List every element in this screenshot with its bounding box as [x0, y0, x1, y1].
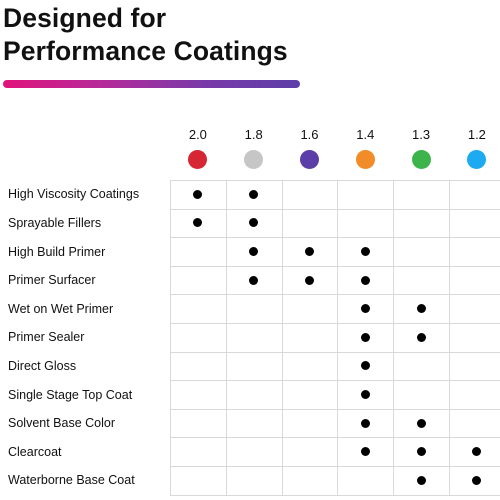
column-header-label: 1.2: [467, 127, 486, 142]
column-color-swatch: [300, 150, 319, 169]
compatibility-dot: [416, 304, 426, 314]
title-line-2: Performance Coatings: [3, 36, 288, 66]
row-label: Wet on Wet Primer: [8, 301, 114, 316]
compatibility-dot: [193, 218, 203, 228]
compatibility-dot: [416, 332, 426, 342]
compatibility-dot: [416, 475, 426, 485]
column-color-swatch: [244, 150, 264, 169]
compatibility-dot: [249, 275, 259, 285]
column-header-label: 1.6: [300, 127, 319, 142]
column-header-label: 1.3: [412, 127, 431, 142]
compatibility-dot: [249, 247, 259, 256]
row-label: Sprayable Fillers: [8, 215, 102, 230]
column-color-swatch: [188, 150, 208, 169]
column-color-swatch: [467, 150, 487, 169]
column-header-label: 1.4: [356, 127, 375, 142]
compatibility-dot: [360, 275, 370, 285]
compatibility-dot: [305, 247, 314, 256]
column-color-swatch: [411, 150, 431, 169]
row-label: Clearcoat: [8, 444, 62, 459]
row-label: Solvent Base Color: [8, 416, 116, 431]
title-line-1: Designed for: [3, 3, 167, 33]
compatibility-dot: [249, 218, 259, 228]
compatibility-dot: [416, 418, 426, 428]
compatibility-dot: [360, 332, 370, 342]
compatibility-dot: [360, 247, 370, 256]
column-header-label: 2.0: [188, 127, 207, 142]
row-label: Direct Gloss: [8, 358, 77, 373]
row-label: Single Stage Top Coat: [8, 387, 133, 402]
compatibility-dot: [416, 447, 426, 457]
row-label: High Viscosity Coatings: [8, 187, 140, 202]
compatibility-dot: [360, 418, 370, 428]
column-header-label: 1.8: [244, 127, 263, 142]
row-label: Waterborne Base Coat: [8, 473, 135, 488]
compatibility-dot: [360, 304, 370, 314]
row-label: Primer Sealer: [8, 330, 85, 345]
row-label: Primer Surfacer: [8, 273, 96, 288]
compatibility-dot: [472, 447, 482, 457]
page-title: Designed for Performance Coatings: [3, 2, 288, 68]
compatibility-dot: [305, 275, 314, 285]
compatibility-dot: [249, 189, 259, 199]
compatibility-dot: [360, 447, 370, 457]
compatibility-dot: [360, 390, 370, 399]
compatibility-dot: [193, 189, 203, 199]
accent-gradient-bar: [3, 80, 300, 88]
row-label: High Build Primer: [8, 244, 106, 259]
column-color-swatch: [355, 150, 375, 169]
compatibility-dot: [360, 361, 370, 371]
compatibility-dot: [472, 475, 482, 485]
